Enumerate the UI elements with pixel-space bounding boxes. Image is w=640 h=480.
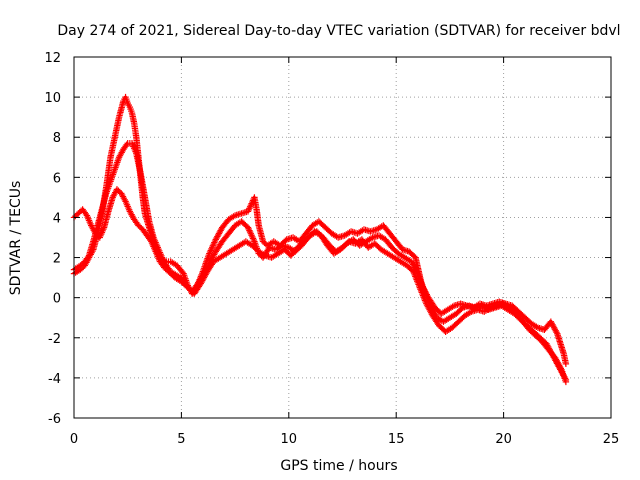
y-tick-label: 4 bbox=[53, 211, 61, 226]
x-tick-label: 15 bbox=[388, 432, 405, 447]
series-markers bbox=[70, 140, 570, 384]
y-tick-label: 8 bbox=[53, 131, 61, 146]
chart-title: Day 274 of 2021, Sidereal Day-to-day VTE… bbox=[57, 23, 620, 39]
plot-frame bbox=[73, 56, 612, 419]
y-tick-label: -6 bbox=[48, 412, 61, 427]
grid-lines bbox=[74, 57, 611, 418]
y-tick-label: 6 bbox=[53, 171, 61, 186]
x-tick-label: 5 bbox=[177, 432, 185, 447]
x-tick-label: 0 bbox=[70, 432, 78, 447]
y-tick-label: -2 bbox=[48, 332, 61, 347]
y-tick-label: -4 bbox=[48, 372, 61, 387]
y-tick-label: 0 bbox=[53, 292, 61, 307]
axis-ticks bbox=[73, 56, 612, 419]
x-tick-label: 25 bbox=[603, 432, 620, 447]
y-tick-labels: -6 -4 -2 0 2 4 6 8 10 12 bbox=[44, 51, 61, 427]
y-tick-label: 10 bbox=[44, 91, 61, 106]
x-axis-title: GPS time / hours bbox=[280, 458, 397, 474]
x-tick-labels: 0 5 10 15 20 25 bbox=[70, 432, 619, 447]
y-tick-label: 2 bbox=[53, 252, 61, 267]
x-tick-label: 20 bbox=[495, 432, 512, 447]
x-tick-label: 10 bbox=[281, 432, 298, 447]
series-track-middle bbox=[70, 140, 570, 384]
y-axis-title: SDTVAR / TECUs bbox=[8, 181, 24, 296]
y-tick-label: 12 bbox=[44, 51, 61, 66]
